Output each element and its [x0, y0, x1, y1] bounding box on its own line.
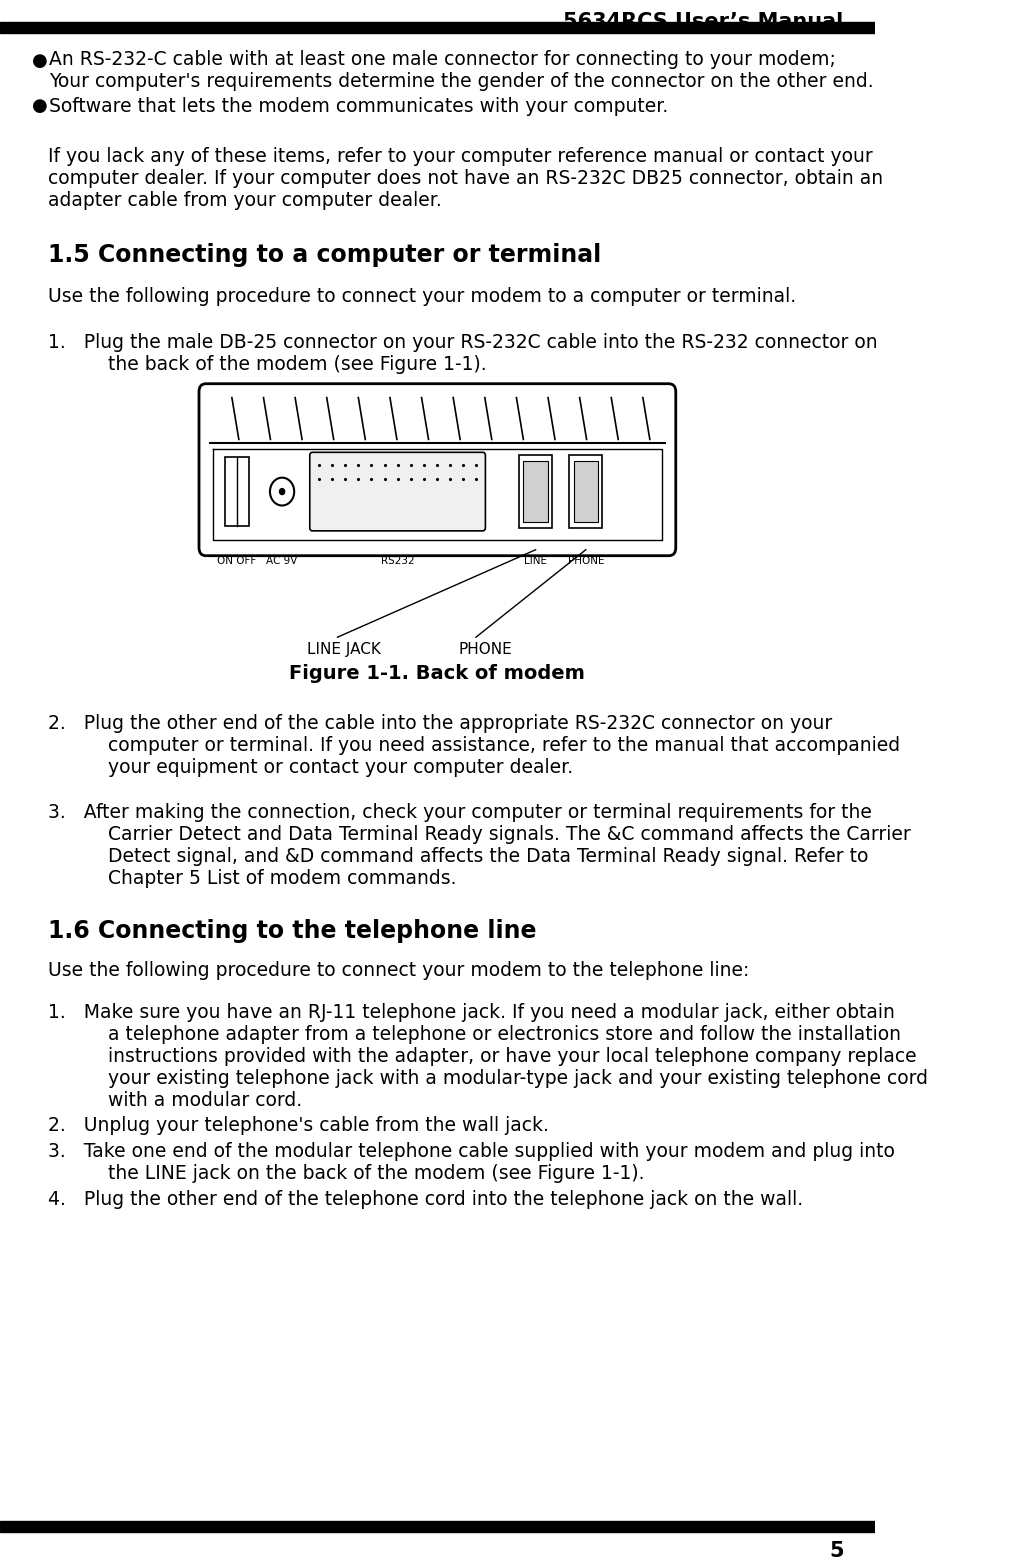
Text: 1.6 Connecting to the telephone line: 1.6 Connecting to the telephone line — [48, 918, 536, 943]
Text: computer dealer. If your computer does not have an RS-232C DB25 connector, obtai: computer dealer. If your computer does n… — [48, 169, 883, 188]
FancyBboxPatch shape — [309, 452, 485, 530]
Bar — [524, 461, 548, 522]
Text: a telephone adapter from a telephone or electronics store and follow the install: a telephone adapter from a telephone or … — [78, 1024, 901, 1043]
Text: Carrier Detect and Data Terminal Ready signals. The &C command affects the Carri: Carrier Detect and Data Terminal Ready s… — [78, 826, 911, 845]
Text: LINE JACK: LINE JACK — [307, 643, 381, 657]
Bar — [0, 1520, 875, 1530]
Text: PHONE: PHONE — [567, 555, 604, 566]
Text: Your computer's requirements determine the gender of the connector on the other : Your computer's requirements determine t… — [50, 72, 874, 91]
Text: LINE: LINE — [524, 555, 547, 566]
Text: 3.   Take one end of the modular telephone cable supplied with your modem and pl: 3. Take one end of the modular telephone… — [48, 1142, 895, 1160]
Text: your existing telephone jack with a modular-type jack and your existing telephon: your existing telephone jack with a modu… — [78, 1068, 928, 1087]
Text: ON OFF: ON OFF — [217, 555, 257, 566]
Bar — [569, 455, 603, 529]
Text: 5634RCS User’s Manual: 5634RCS User’s Manual — [563, 13, 843, 31]
Text: 1.   Plug the male DB-25 connector on your RS-232C cable into the RS-232 connect: 1. Plug the male DB-25 connector on your… — [48, 333, 878, 352]
Text: the LINE jack on the back of the modem (see Figure 1-1).: the LINE jack on the back of the modem (… — [78, 1164, 644, 1182]
Text: computer or terminal. If you need assistance, refer to the manual that accompani: computer or terminal. If you need assist… — [78, 735, 900, 755]
Text: ●: ● — [32, 52, 48, 70]
Text: your equipment or contact your computer dealer.: your equipment or contact your computer … — [78, 757, 573, 776]
Text: 2.   Unplug your telephone's cable from the wall jack.: 2. Unplug your telephone's cable from th… — [48, 1117, 548, 1135]
Text: RS232: RS232 — [381, 555, 415, 566]
Text: 1.   Make sure you have an RJ-11 telephone jack. If you need a modular jack, eit: 1. Make sure you have an RJ-11 telephone… — [48, 1003, 895, 1021]
FancyBboxPatch shape — [199, 383, 675, 555]
Text: Software that lets the modem communicates with your computer.: Software that lets the modem communicate… — [50, 97, 668, 116]
Text: Figure 1-1. Back of modem: Figure 1-1. Back of modem — [289, 665, 585, 683]
Text: the back of the modem (see Figure 1-1).: the back of the modem (see Figure 1-1). — [78, 355, 486, 374]
Text: PHONE: PHONE — [459, 643, 513, 657]
Circle shape — [279, 488, 285, 494]
Circle shape — [270, 477, 294, 505]
Bar — [520, 455, 552, 529]
Text: Use the following procedure to connect your modem to the telephone line:: Use the following procedure to connect y… — [48, 962, 749, 981]
Text: An RS-232-C cable with at least one male connector for connecting to your modem;: An RS-232-C cable with at least one male… — [50, 50, 836, 69]
Bar — [225, 457, 249, 526]
Text: 4.   Plug the other end of the telephone cord into the telephone jack on the wal: 4. Plug the other end of the telephone c… — [48, 1190, 803, 1209]
Text: instructions provided with the adapter, or have your local telephone company rep: instructions provided with the adapter, … — [78, 1046, 917, 1065]
Text: adapter cable from your computer dealer.: adapter cable from your computer dealer. — [48, 191, 442, 210]
Text: If you lack any of these items, refer to your computer reference manual or conta: If you lack any of these items, refer to… — [48, 147, 872, 166]
Text: Chapter 5 List of modem commands.: Chapter 5 List of modem commands. — [78, 870, 456, 888]
Bar — [0, 22, 875, 30]
Text: 3.   After making the connection, check your computer or terminal requirements f: 3. After making the connection, check yo… — [48, 804, 871, 823]
Text: 1.5 Connecting to a computer or terminal: 1.5 Connecting to a computer or terminal — [48, 242, 601, 266]
Text: Use the following procedure to connect your modem to a computer or terminal.: Use the following procedure to connect y… — [48, 288, 796, 307]
Text: 5: 5 — [829, 1541, 843, 1561]
Text: AC 9V: AC 9V — [266, 555, 298, 566]
Bar — [573, 461, 598, 522]
Text: 2.   Plug the other end of the cable into the appropriate RS-232C connector on y: 2. Plug the other end of the cable into … — [48, 713, 832, 734]
Text: Detect signal, and &D command affects the Data Terminal Ready signal. Refer to: Detect signal, and &D command affects th… — [78, 848, 868, 866]
Text: ●: ● — [32, 97, 48, 116]
Text: with a modular cord.: with a modular cord. — [78, 1090, 302, 1109]
